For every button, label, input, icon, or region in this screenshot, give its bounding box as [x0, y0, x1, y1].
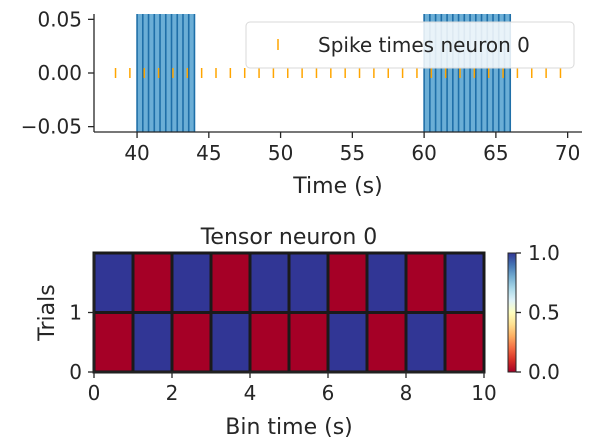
- heatmap-cell: [248, 311, 291, 374]
- spike-markers: [114, 68, 562, 78]
- legend-box: [245, 21, 575, 69]
- heatmap-cell: [404, 311, 447, 374]
- colorbar-tick-label: 1.0: [528, 241, 560, 265]
- heatmap-cell: [131, 251, 174, 314]
- heatmap-cell: [131, 311, 174, 374]
- heatmap-y-axis-title: Trials: [35, 284, 60, 341]
- heatmap-cell: [170, 251, 213, 314]
- heatmap-x-tick-label: 2: [166, 381, 179, 405]
- heatmap-cell: [92, 251, 135, 314]
- heatmap-cell: [287, 311, 330, 374]
- heatmap-x-tick-label: 10: [471, 381, 496, 405]
- x-tick-label: 40: [124, 141, 149, 165]
- heatmap-cell: [443, 251, 486, 314]
- tensor-heatmap-axes: Tensor neuron 0 0 2 4 6 8 10 01 Bin time (s) …: [35, 225, 497, 440]
- heatmap-x-tick-label: 8: [400, 381, 413, 405]
- heatmap-cell: [248, 251, 291, 314]
- colorbar: 0.0 0.5 1.0: [507, 241, 560, 384]
- x-ticks: 40 45 50 55 60 65 70: [124, 132, 580, 165]
- heatmap-x-axis-title: Bin time (s): [225, 415, 352, 440]
- heatmap-cell: [365, 311, 408, 374]
- heatmap-cell: [443, 311, 486, 374]
- heatmap-y-tick-label: 0: [69, 360, 82, 384]
- heatmap-cell: [170, 311, 213, 374]
- heatmap-x-tick-label: 0: [88, 381, 101, 405]
- heatmap-cell: [209, 251, 252, 314]
- heatmap-cell: [326, 251, 369, 314]
- heatmap-cell: [365, 251, 408, 314]
- legend: Spike times neuron 0: [245, 21, 575, 69]
- heatmap-y-ticks: 01: [69, 301, 94, 384]
- colorbar-tick-label: 0.0: [528, 360, 560, 384]
- heatmap-x-ticks: 0 2 4 6 8 10: [88, 372, 497, 405]
- y-ticks: −0.05 0.00 0.05: [21, 7, 94, 139]
- colorbar-ticks: 0.0 0.5 1.0: [516, 241, 560, 384]
- y-tick-label: 0.05: [37, 7, 82, 31]
- heatmap-title: Tensor neuron 0: [200, 225, 378, 250]
- heatmap-cells: [92, 251, 486, 374]
- x-tick-label: 55: [340, 141, 365, 165]
- y-tick-label: 0.00: [37, 61, 82, 85]
- heatmap-cell: [287, 251, 330, 314]
- heatmap-y-tick-label: 1: [69, 301, 82, 325]
- x-tick-label: 45: [196, 141, 221, 165]
- colorbar-tick-label: 0.5: [528, 301, 560, 325]
- x-tick-label: 65: [483, 141, 508, 165]
- x-tick-label: 50: [268, 141, 293, 165]
- heatmap-cell: [92, 311, 135, 374]
- heatmap-cell: [404, 251, 447, 314]
- x-tick-label: 70: [555, 141, 580, 165]
- heatmap-cell: [326, 311, 369, 374]
- heatmap-x-tick-label: 6: [322, 381, 335, 405]
- heatmap-cell: [209, 311, 252, 374]
- y-tick-label: −0.05: [21, 115, 82, 139]
- heatmap-x-tick-label: 4: [244, 381, 257, 405]
- colorbar-gradient: [507, 252, 517, 373]
- spike-times-axes: 40 45 50 55 60 65 70 −0.05 0.00 0.05 Time (s) Sp…: [21, 7, 582, 199]
- x-tick-label: 60: [411, 141, 436, 165]
- legend-label: Spike times neuron 0: [318, 33, 530, 57]
- x-axis-title: Time (s): [292, 174, 382, 199]
